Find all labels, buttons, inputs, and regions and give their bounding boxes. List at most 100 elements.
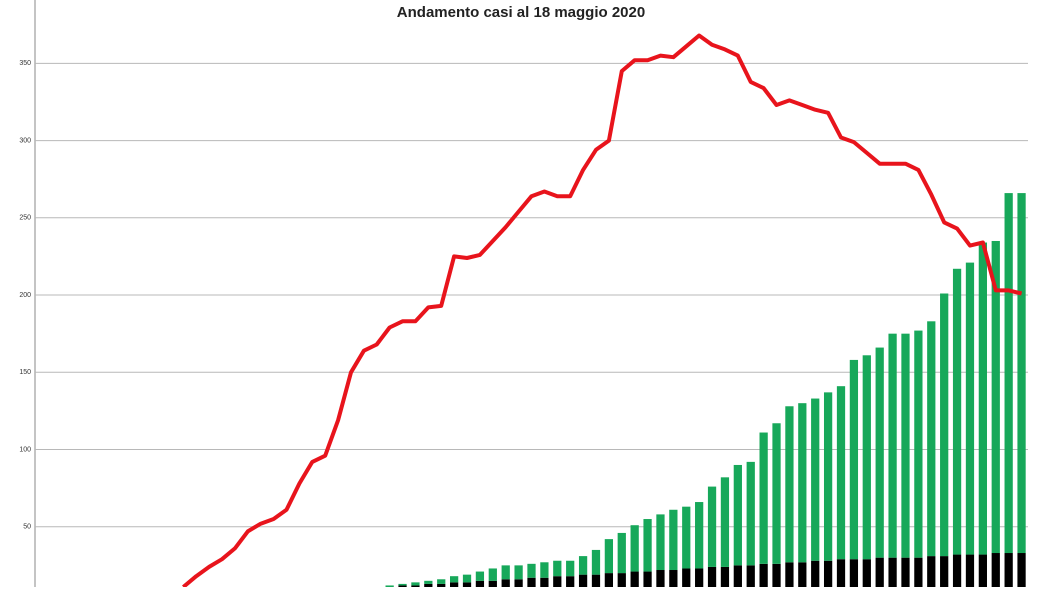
bar [591, 549, 601, 575]
bar [527, 563, 536, 578]
bar [527, 577, 536, 587]
bar [669, 509, 678, 571]
bar [965, 554, 975, 587]
bar [823, 392, 833, 561]
bar [965, 262, 975, 555]
bar [978, 242, 987, 555]
bar [862, 559, 871, 587]
bar [1004, 553, 1013, 587]
bar [772, 423, 781, 564]
grid: 50 100 150 200 250 300 350 [19, 60, 1028, 531]
bar [462, 582, 472, 587]
bar [733, 464, 742, 566]
y-tick-label: 250 [19, 215, 31, 222]
bar [385, 585, 394, 587]
bar [888, 333, 897, 558]
bar [656, 514, 665, 571]
bar [952, 554, 962, 587]
bar [952, 268, 962, 555]
bar [1017, 193, 1026, 554]
bar [501, 579, 510, 587]
bar [578, 556, 588, 575]
bar [901, 333, 910, 558]
bar [424, 583, 433, 587]
bar [514, 579, 523, 587]
bar [836, 559, 846, 587]
bar [914, 330, 923, 558]
bar [991, 240, 1000, 554]
bar [566, 576, 575, 587]
bar [785, 562, 794, 587]
bar [695, 568, 704, 587]
bar [488, 580, 497, 587]
chart-title: Andamento casi al 18 maggio 2020 [397, 4, 645, 21]
bar [695, 502, 704, 569]
bar [540, 577, 549, 587]
bar [591, 574, 601, 587]
bar [823, 560, 833, 587]
bar [875, 557, 884, 587]
bar [798, 562, 807, 587]
bar [978, 554, 987, 587]
bar [411, 585, 420, 587]
bar [707, 566, 717, 587]
bar [488, 568, 497, 581]
bar [888, 557, 897, 587]
bar [901, 557, 910, 587]
bar [604, 573, 614, 587]
bar [501, 565, 510, 580]
bar [643, 571, 652, 587]
y-tick-label: 350 [19, 60, 31, 67]
lines [182, 33, 1023, 589]
bar [1004, 193, 1013, 554]
bar [746, 461, 755, 566]
bar [733, 565, 742, 587]
bar [437, 579, 446, 584]
line [182, 33, 1023, 589]
bar [411, 582, 420, 586]
bar [553, 576, 562, 587]
bar [462, 574, 472, 583]
bar [707, 486, 717, 567]
bar [630, 571, 639, 587]
bar [927, 556, 936, 587]
bar [656, 570, 665, 587]
bars [385, 193, 1026, 587]
bar [811, 398, 820, 561]
bar [772, 563, 781, 587]
bar [449, 582, 459, 587]
bar [617, 573, 626, 587]
bar [604, 539, 614, 574]
bar [811, 560, 820, 587]
bar [475, 580, 485, 587]
bar [720, 566, 730, 587]
bar [643, 519, 652, 572]
bar [630, 525, 639, 572]
bar [720, 477, 730, 567]
bar [553, 560, 562, 577]
bar [669, 570, 678, 587]
bar [578, 574, 588, 587]
bar [940, 556, 949, 587]
bar [927, 321, 936, 557]
bar [566, 560, 575, 577]
bar [836, 386, 846, 560]
bar [398, 585, 407, 587]
y-tick-label: 100 [19, 446, 31, 453]
bar [424, 580, 433, 584]
y-tick-label: 300 [19, 137, 31, 144]
y-tick-label: 200 [19, 292, 31, 299]
bar [1017, 553, 1026, 587]
bar [759, 432, 768, 564]
bar [746, 565, 755, 587]
bar [875, 347, 884, 558]
bar [449, 576, 459, 583]
bar [798, 403, 807, 563]
bar [991, 553, 1000, 587]
bar [849, 359, 859, 560]
bar [759, 563, 768, 587]
bar [914, 557, 923, 587]
bar [862, 355, 871, 560]
bar [514, 565, 523, 580]
